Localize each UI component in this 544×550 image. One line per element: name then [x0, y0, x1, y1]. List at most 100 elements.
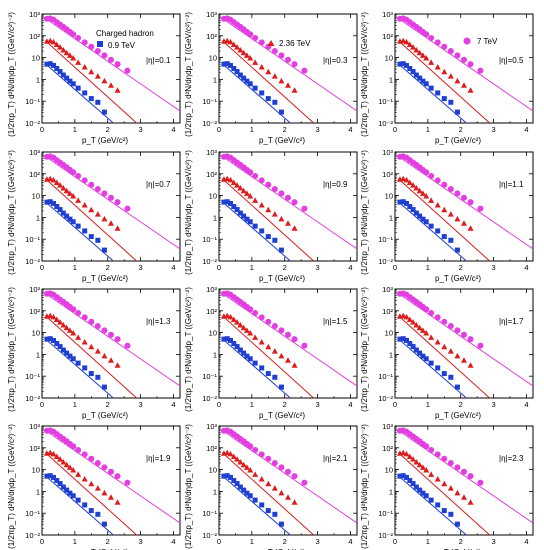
fit-line	[397, 452, 491, 535]
data-point	[252, 197, 259, 203]
data-point	[454, 77, 461, 84]
y-tick-label: 10²	[29, 170, 40, 179]
data-point	[70, 330, 77, 336]
data-point	[66, 327, 73, 333]
data-point	[60, 46, 67, 53]
data-point	[406, 179, 413, 186]
data-point	[88, 480, 95, 487]
data-point	[278, 327, 285, 334]
data-point	[413, 184, 420, 191]
data-point	[88, 343, 95, 350]
data-point	[114, 199, 121, 206]
data-point	[234, 182, 241, 188]
x-tick-label: 1	[250, 400, 254, 409]
data-point	[467, 499, 474, 505]
data-point	[265, 96, 271, 102]
data-point	[47, 336, 53, 342]
y-tick-label: 10²	[382, 170, 393, 179]
data-point	[454, 464, 461, 471]
data-point	[47, 61, 53, 67]
data-point	[410, 69, 416, 75]
data-point	[477, 205, 484, 212]
panel: 0 1 2 3 4 10⁻² 10⁻¹ 1 10 10² 10³ |η|=0.1 p_T (GeV/c²…	[7, 10, 181, 145]
data-point	[241, 75, 247, 81]
data-point	[271, 211, 278, 217]
y-tick-label: 10⁻¹	[25, 97, 40, 106]
data-point	[397, 199, 403, 205]
data-point	[234, 456, 241, 462]
data-point	[410, 44, 417, 50]
data-point	[88, 234, 94, 240]
data-point	[441, 455, 448, 462]
x-tick-label: 1	[73, 263, 77, 272]
data-point	[420, 216, 426, 222]
data-point	[81, 338, 88, 345]
data-point	[75, 34, 82, 41]
data-point	[416, 461, 423, 468]
data-point	[70, 193, 77, 199]
data-point	[417, 75, 423, 81]
data-point	[278, 215, 285, 222]
fit-line	[44, 63, 115, 123]
x-tick-label: 3	[315, 263, 319, 272]
y-tick-label: 1	[36, 350, 40, 359]
x-tick-label: 1	[426, 537, 430, 546]
data-point	[301, 205, 308, 212]
x-axis-title: p_T (GeV/c²)	[435, 411, 481, 420]
x-tick-label: 2	[283, 125, 287, 134]
data-point	[416, 49, 423, 56]
y-axis-title: (1/2πp_T) d²N/dηdp_T ((GeV/c²)⁻²)	[360, 287, 369, 412]
data-point	[82, 502, 88, 508]
y-tick-label: 1	[213, 350, 217, 359]
y-tick-label: 10²	[382, 32, 393, 41]
data-point	[397, 336, 403, 342]
data-point	[101, 109, 107, 115]
x-tick-label: 0	[40, 400, 44, 409]
data-point	[441, 43, 448, 50]
data-point	[400, 336, 406, 342]
data-point	[278, 384, 284, 390]
data-point	[124, 342, 131, 349]
data-point	[63, 324, 70, 331]
data-point	[124, 67, 131, 74]
data-point	[108, 220, 114, 226]
data-point	[75, 59, 82, 65]
plot-frame	[41, 151, 181, 262]
data-point	[60, 484, 66, 490]
data-point	[54, 204, 60, 209]
data-point	[108, 56, 114, 63]
data-point	[88, 68, 95, 75]
data-point	[57, 344, 63, 350]
x-tick-label: 1	[73, 537, 77, 546]
fit-line	[44, 475, 115, 535]
data-point	[124, 205, 131, 212]
data-point	[252, 446, 259, 453]
y-tick-label: 10⁻¹	[378, 372, 393, 381]
data-point	[404, 474, 409, 480]
y-tick-label: 10²	[29, 32, 40, 41]
data-point	[278, 489, 285, 496]
data-point	[423, 306, 430, 313]
fit-line	[397, 475, 468, 535]
data-point	[53, 41, 60, 48]
plot-frame	[41, 425, 181, 536]
y-tick-label: 10	[385, 54, 393, 63]
data-point	[410, 182, 417, 188]
data-point	[413, 46, 420, 53]
data-point	[247, 467, 254, 473]
data-point	[291, 225, 298, 231]
data-point	[221, 473, 227, 479]
fit-line	[397, 315, 491, 398]
data-point	[413, 347, 419, 353]
data-point	[291, 61, 298, 68]
data-point	[53, 453, 60, 460]
data-point	[88, 96, 94, 102]
fit-line	[221, 452, 315, 535]
y-axis-title: (1/2πp_T) d²N/dηdp_T ((GeV/c²)⁻²)	[7, 150, 16, 275]
data-point	[75, 85, 81, 91]
data-point	[278, 52, 285, 59]
y-tick-label: 10⁻¹	[378, 97, 393, 106]
x-tick-label: 2	[459, 125, 463, 134]
fit-line	[44, 315, 138, 398]
data-point	[410, 456, 417, 462]
